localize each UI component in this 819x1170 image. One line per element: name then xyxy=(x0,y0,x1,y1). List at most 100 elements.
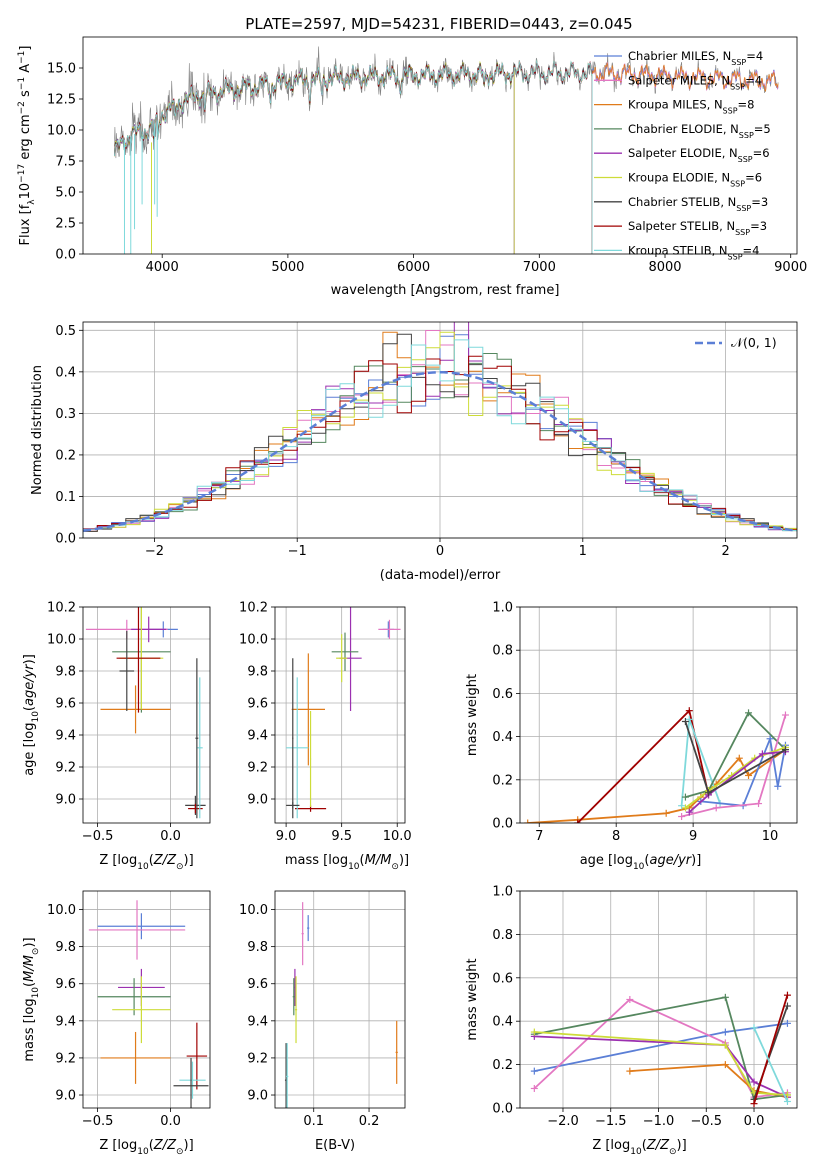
label-part: Z [log xyxy=(592,1138,630,1153)
x-axis-label: (data-model)/error xyxy=(380,568,501,583)
axes-frame xyxy=(82,36,798,255)
label-part: ⊙ xyxy=(176,1147,184,1157)
legend-label: Chabrier STELIB, NSSP=3 xyxy=(628,195,768,213)
x-tick-label: 5000 xyxy=(271,260,304,275)
plot-area xyxy=(524,707,789,823)
label-part: )] xyxy=(22,654,37,664)
legend-text: Salpeter ELODIE, N xyxy=(628,146,738,160)
plot-area xyxy=(85,607,206,819)
legend-sub: SSP xyxy=(728,252,743,261)
legend-label: Salpeter ELODIE, NSSP=6 xyxy=(628,146,770,164)
x-tick-label: 10.0 xyxy=(383,829,412,844)
model-line-salpeter-elodie xyxy=(114,62,515,254)
plot-area xyxy=(286,607,401,819)
label-part: Z/Z xyxy=(646,1138,670,1153)
y-tick-label: 5.0 xyxy=(55,186,76,201)
label-part: mass [log xyxy=(22,998,37,1061)
x-axis-label: Z [log10(Z/Z⊙)] xyxy=(592,1138,686,1157)
x-tick-label: 9000 xyxy=(774,260,807,275)
model-line-kroupa-elodie xyxy=(114,60,515,254)
label-part: ( xyxy=(22,982,37,987)
y-tick-label: 9.0 xyxy=(55,1089,76,1104)
label-part: ⊙ xyxy=(391,862,399,872)
legend-sub: SSP xyxy=(739,130,754,139)
legend-value: =8 xyxy=(738,98,755,112)
y-tick-label: 0.3 xyxy=(55,407,76,422)
weight-line-chabrier-elodie xyxy=(685,711,787,798)
model-line-kroupa-stelib xyxy=(114,59,593,254)
axes-frame xyxy=(274,606,406,824)
x-tick-label: −0.5 xyxy=(82,829,114,844)
label-part: )] xyxy=(691,853,701,868)
x-tick-label: 0 xyxy=(436,544,444,559)
y-tick-label: 10.0 xyxy=(47,124,76,139)
x-tick-label: 1 xyxy=(579,544,587,559)
legend-value: =4 xyxy=(745,73,762,87)
label-part: Z/Z xyxy=(153,1138,177,1153)
weight-line-chabrier-elodie xyxy=(534,996,788,1101)
x-tick-label: 8 xyxy=(612,829,620,844)
label-part: 10 xyxy=(18,183,33,200)
x-tick-label: −2 xyxy=(145,544,164,559)
normal-curve xyxy=(83,371,797,532)
label-part: age/yr xyxy=(22,663,37,706)
label-part: λ xyxy=(27,199,37,205)
legend-text: Kroupa ELODIE, N xyxy=(628,171,730,185)
y-tick-label: 0.2 xyxy=(55,448,76,463)
weight-line-kroupa-stelib xyxy=(753,1027,789,1102)
y-tick-label: 0.4 xyxy=(492,730,513,745)
x-tick-label: 10 xyxy=(762,829,779,844)
y-tick-label: 9.4 xyxy=(247,1014,268,1029)
legend-label: Kroupa MILES, NSSP=8 xyxy=(628,98,754,116)
y-tick-label: 9.4 xyxy=(55,729,76,744)
y-tick-label: 9.0 xyxy=(55,793,76,808)
legend-value: =4 xyxy=(743,243,760,257)
label-part: Flux [f xyxy=(18,204,33,245)
axes-frame xyxy=(274,890,406,1109)
y-tick-label: 9.6 xyxy=(55,697,76,712)
label-part: ( xyxy=(149,1138,154,1153)
label-part: Z [log xyxy=(99,853,137,868)
x-tick-label: 0.0 xyxy=(160,829,181,844)
legend-value: =6 xyxy=(745,171,762,185)
model-line-chabrier-elodie xyxy=(114,62,515,254)
label-part: 10 xyxy=(31,987,41,999)
chart-age_vs_mass: 9.0 9.5 10.0 9.0 9.2 9.4 9.6 9.8 10.0 10.2 mass [l… xyxy=(239,601,412,873)
charts: 4000 5000 6000 7000 8000 90000.02.55.07.510.0… xyxy=(17,36,807,1157)
y-tick-label: 0.0 xyxy=(55,248,76,263)
y-tick-label: 0.0 xyxy=(492,1102,513,1117)
chart-age_vs_Z: −0.5 0.09.09.29.49.69.810.010.2Z [log10(Z… xyxy=(22,601,211,872)
x-axis-label: Z [log10(Z/Z⊙)] xyxy=(99,1138,193,1157)
y-tick-label: 0.5 xyxy=(55,324,76,339)
axes-frame xyxy=(519,890,798,1109)
chart-mass_vs_EBV: 0.1 0.2 9.0 9.2 9.4 9.6 9.8 10.0 E(B-V) xyxy=(239,890,406,1153)
chart-mass_vs_Z: −0.5 0.09.09.29.49.69.810.0Z [log10(Z/Z⊙)… xyxy=(22,890,211,1157)
x-tick-label: −2.0 xyxy=(547,1114,579,1129)
y-tick-label: 0.6 xyxy=(492,687,513,702)
legend-text: Kroupa STELIB, N xyxy=(628,243,728,257)
x-axis-label: age [log10(age/yr)] xyxy=(580,853,702,872)
axes-frame xyxy=(82,321,798,539)
legend-value: =6 xyxy=(753,146,770,160)
weight-line-salpeter-elodie xyxy=(688,750,786,813)
label-part: 10 xyxy=(633,862,645,872)
x-tick-label: −0.5 xyxy=(82,1114,114,1129)
y-tick-label: 10.0 xyxy=(47,633,76,648)
y-tick-label: 9.0 xyxy=(247,1089,268,1104)
y-tick-label: 9.8 xyxy=(247,665,268,680)
y-axis-label: Normed distribution xyxy=(30,365,45,495)
y-tick-label: 12.5 xyxy=(47,93,76,108)
legend-label: Chabrier ELODIE, NSSP=5 xyxy=(628,122,771,140)
weight-line-salpeter-miles xyxy=(681,714,787,818)
y-tick-label: 1.0 xyxy=(492,601,513,616)
x-tick-label: 8000 xyxy=(648,260,681,275)
y-tick-label: 10.0 xyxy=(239,903,268,918)
y-axis-label: Flux [fλ10−17 erg cm−2 s−1 A−1] xyxy=(17,46,37,246)
label-part: ⊙ xyxy=(31,948,41,956)
legend-label: Salpeter STELIB, NSSP=3 xyxy=(628,219,767,237)
x-tick-label: 9.5 xyxy=(331,829,352,844)
label-part: ⊙ xyxy=(669,1147,677,1157)
label-part: )] xyxy=(399,853,409,868)
weight-line-chabrier-miles xyxy=(534,1022,788,1072)
y-tick-label: 0.6 xyxy=(492,971,513,986)
